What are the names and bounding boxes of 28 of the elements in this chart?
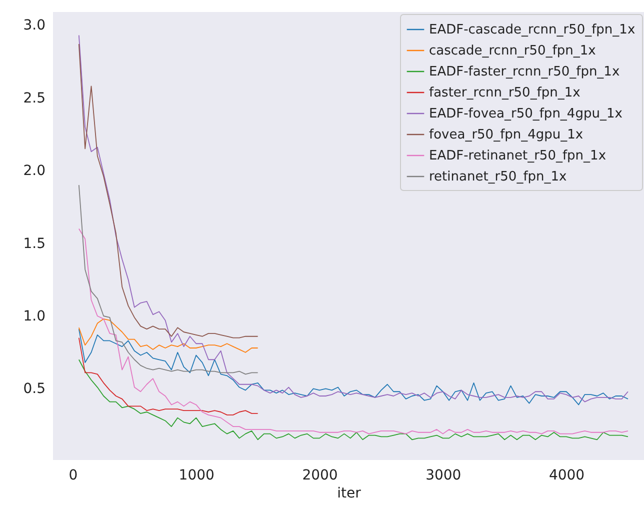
x-tick-label: 0 [68, 468, 78, 484]
legend-label: EADF-fovea_r50_fpn_4gpu_1x [429, 106, 623, 122]
y-tick-label: 3.0 [23, 18, 46, 34]
y-tick-label: 1.0 [23, 308, 46, 324]
legend-label: EADF-faster_rcnn_r50_fpn_1x [429, 64, 620, 80]
line-series [78, 228, 628, 434]
legend-label: EADF-retinanet_r50_fpn_1x [429, 148, 606, 164]
x-tick-label: 2000 [302, 468, 338, 484]
y-tick-label: 2.0 [23, 163, 46, 180]
x-tick-label: 3000 [426, 468, 462, 484]
legend-label: fovea_r50_fpn_4gpu_1x [429, 128, 584, 142]
line-series [78, 44, 258, 338]
x-tick-label: 4000 [548, 468, 585, 484]
legend-label: faster_rcnn_r50_fpn_1x [429, 86, 581, 100]
line-series [78, 359, 628, 440]
x-axis-title: iter [337, 486, 362, 502]
y-tick-label: 2.5 [23, 90, 46, 106]
legend-label: retinanet_r50_fpn_1x [429, 170, 568, 184]
x-tick-label: 1000 [178, 468, 214, 484]
y-tick-label: 1.5 [23, 236, 46, 252]
legend-label: cascade_rcnn_r50_fpn_1x [429, 44, 596, 58]
line-series [78, 318, 258, 353]
y-tick-label: 0.5 [23, 381, 46, 398]
legend-label: EADF-cascade_rcnn_r50_fpn_1x [429, 22, 636, 38]
line-series [78, 328, 628, 406]
line-series [78, 34, 628, 402]
line-series [78, 337, 258, 416]
line-series [78, 184, 258, 375]
